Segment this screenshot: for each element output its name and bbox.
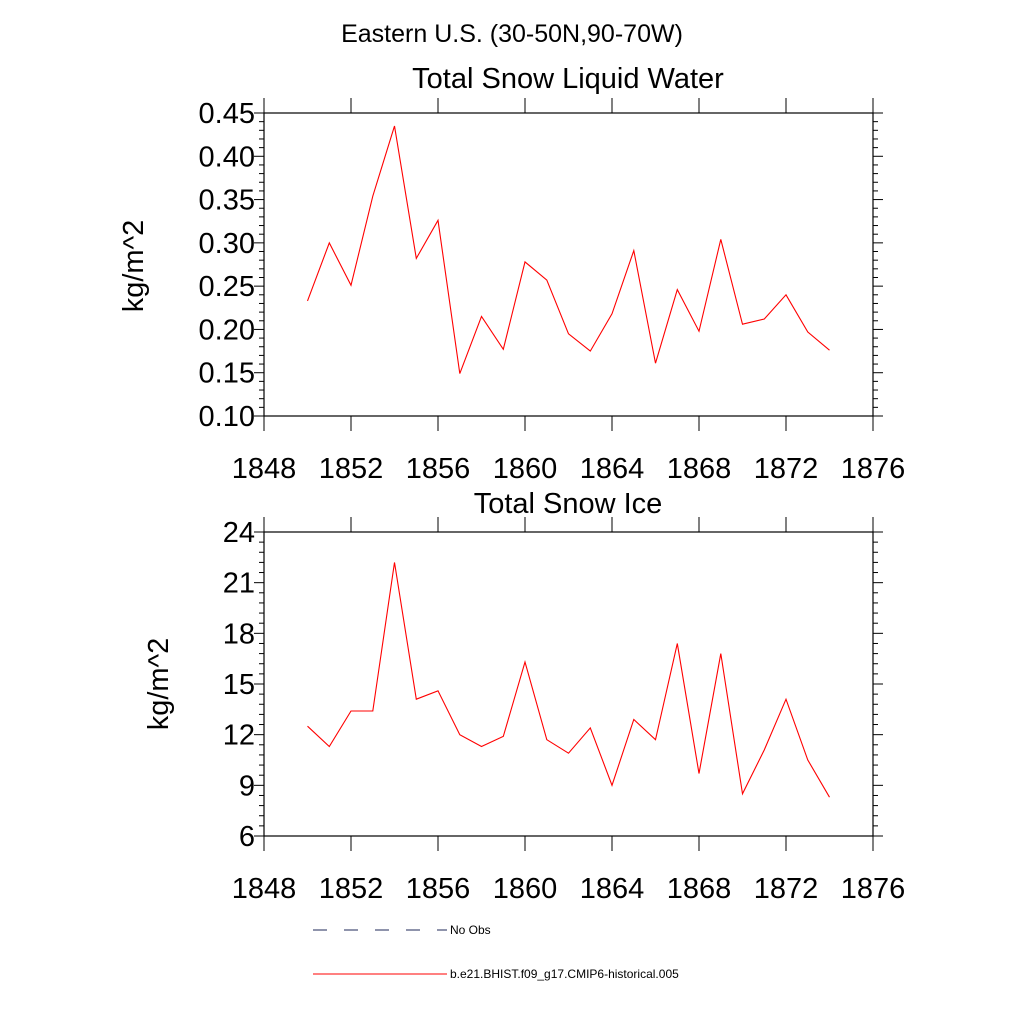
tick-marks [254, 98, 883, 431]
y-tick-label: 0.30 [199, 228, 255, 260]
y-tick-label: 0.10 [199, 401, 255, 433]
x-tick-label: 1860 [493, 453, 558, 485]
panel-snow-ice: Total Snow Ice kg/m^2 1848 1852 1856 1860 18… [143, 488, 905, 905]
chart-title: Total Snow Ice [474, 488, 663, 520]
y-tick-label: 0.35 [199, 185, 255, 217]
y-tick-label: 0.15 [199, 358, 255, 390]
plot-frame [263, 112, 874, 417]
x-tick-label: 1852 [319, 873, 384, 905]
x-tick-label: 1876 [841, 873, 906, 905]
panel-snow-liquid-water: Total Snow Liquid Water kg/m^2 1848 1852 1… [118, 63, 905, 485]
x-tick-label: 1848 [232, 453, 297, 485]
x-tick-label: 1856 [406, 453, 471, 485]
series-lines [306, 125, 830, 374]
y-axis-label: kg/m^2 [143, 638, 175, 731]
tick-labels: 1848 1852 1856 1860 1864 1868 1872 1876 6 9 12 15 18… [223, 517, 906, 905]
legend: No Obs b.e21.BHIST.f09_g17.CMIP6-histori… [313, 923, 679, 981]
x-tick-label: 1872 [754, 453, 819, 485]
y-tick-label: 15 [223, 669, 255, 701]
x-tick-label: 1868 [667, 453, 732, 485]
x-tick-label: 1856 [406, 873, 471, 905]
y-axis-label: kg/m^2 [118, 220, 150, 313]
y-tick-label: 21 [223, 568, 255, 600]
chart-title: Total Snow Liquid Water [412, 63, 724, 95]
y-tick-label: 0.20 [199, 314, 255, 346]
x-tick-label: 1868 [667, 873, 732, 905]
y-tick-label: 0.40 [199, 141, 255, 173]
plot-frame [263, 531, 874, 837]
legend-label-model: b.e21.BHIST.f09_g17.CMIP6-historical.005 [450, 967, 679, 981]
x-tick-label: 1848 [232, 873, 297, 905]
y-tick-label: 9 [239, 770, 255, 802]
y-tick-label: 24 [223, 517, 255, 549]
legend-label-no-obs: No Obs [450, 923, 491, 937]
x-tick-label: 1864 [580, 453, 645, 485]
figure-suptitle: Eastern U.S. (30-50N,90-70W) [341, 20, 683, 48]
series-line [307, 562, 830, 798]
y-tick-label: 6 [239, 821, 255, 853]
x-tick-label: 1864 [580, 873, 645, 905]
series-line [306, 125, 830, 374]
x-tick-label: 1872 [754, 873, 819, 905]
y-tick-label: 18 [223, 618, 255, 650]
tick-labels: 1848 1852 1856 1860 1864 1868 1872 1876 0.10 0.15… [199, 98, 906, 485]
x-tick-label: 1876 [841, 453, 906, 485]
y-tick-label: 0.45 [199, 98, 255, 130]
y-tick-label: 12 [223, 720, 255, 752]
series-lines [307, 562, 830, 798]
y-tick-label: 0.25 [199, 271, 255, 303]
tick-marks [254, 517, 883, 851]
x-tick-label: 1852 [319, 453, 384, 485]
x-tick-label: 1860 [493, 873, 558, 905]
